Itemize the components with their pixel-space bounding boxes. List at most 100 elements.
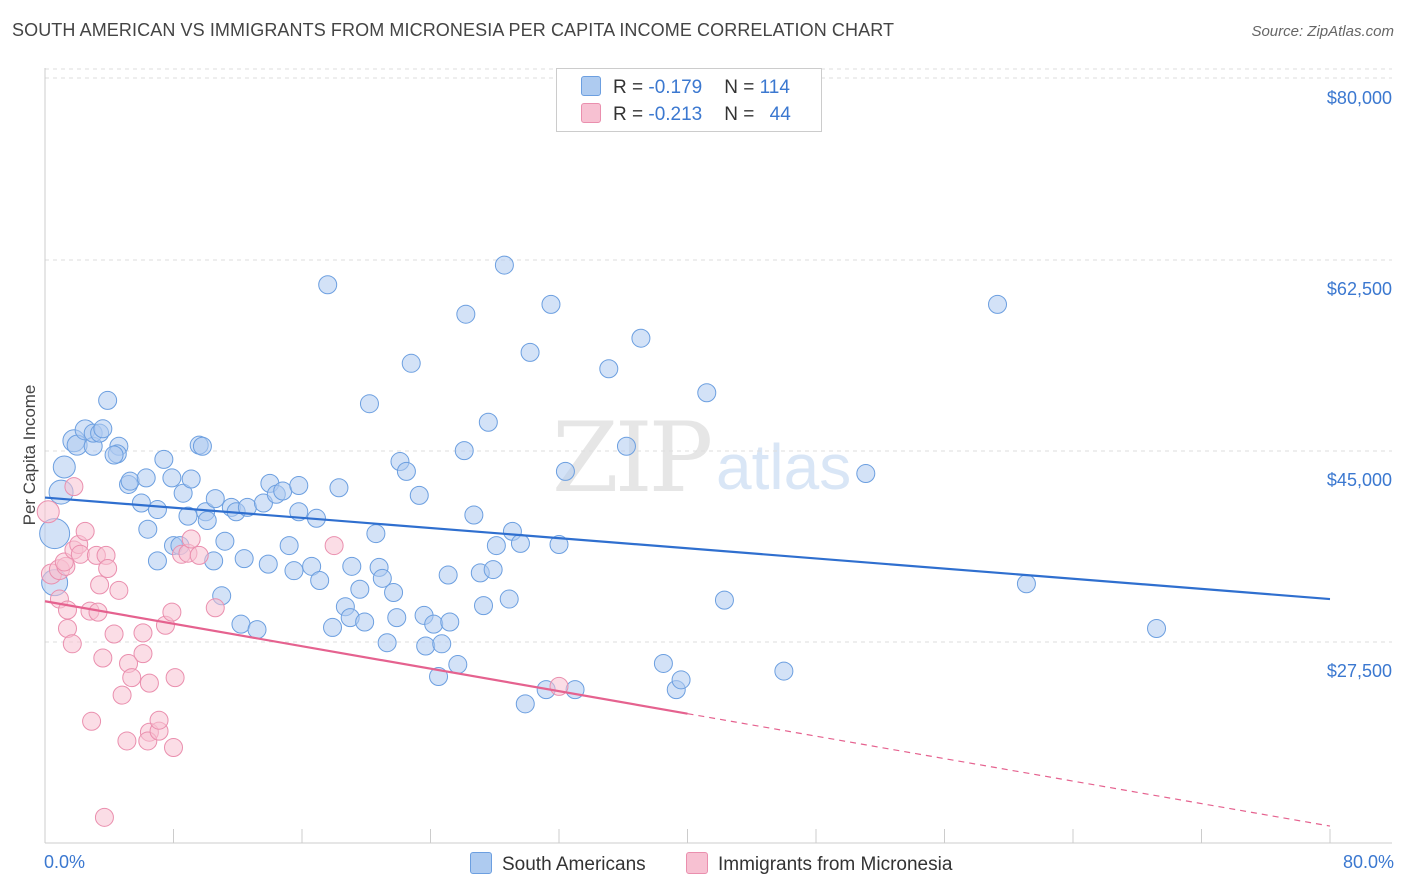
legend-n-value: 114 xyxy=(760,77,790,98)
south-american-point xyxy=(139,520,157,538)
south-american-point xyxy=(148,552,166,570)
south-american-point xyxy=(989,295,1007,313)
legend-n-label: N = xyxy=(724,77,759,98)
legend-label: Immigrants from Micronesia xyxy=(718,854,952,875)
legend-n-value: 44 xyxy=(770,104,791,125)
south-american-point xyxy=(521,343,539,361)
legend-n-label: N = xyxy=(724,104,759,125)
south-american-point xyxy=(516,695,534,713)
micronesia-point xyxy=(325,537,343,555)
south-american-point xyxy=(148,501,166,519)
south-american-point xyxy=(94,420,112,438)
south-american-point xyxy=(479,413,497,431)
south-american-point xyxy=(198,511,216,529)
micronesia-point xyxy=(94,649,112,667)
legend-r-value: -0.213 xyxy=(648,104,702,125)
south-american-point xyxy=(441,613,459,631)
south-american-point xyxy=(511,534,529,552)
micronesia-point xyxy=(113,686,131,704)
south-american-point xyxy=(285,562,303,580)
micronesia-point xyxy=(134,645,152,663)
legend-item-micronesia[interactable]: Immigrants from Micronesia xyxy=(686,852,952,876)
micronesia-point xyxy=(63,635,81,653)
south-american-point xyxy=(402,354,420,372)
south-american-point xyxy=(132,494,150,512)
south-american-point xyxy=(163,469,181,487)
south-american-point xyxy=(40,519,70,549)
south-american-point xyxy=(397,462,415,480)
legend-item-south-americans[interactable]: South Americans xyxy=(470,852,646,876)
south-american-point xyxy=(232,615,250,633)
south-american-point xyxy=(600,360,618,378)
micronesia-point xyxy=(150,711,168,729)
south-american-point xyxy=(378,634,396,652)
micronesia-point xyxy=(99,559,117,577)
south-american-point xyxy=(500,590,518,608)
south-american-point xyxy=(330,479,348,497)
south-american-point xyxy=(654,654,672,672)
micronesia-point xyxy=(134,624,152,642)
south-american-point xyxy=(360,395,378,413)
south-american-point xyxy=(193,437,211,455)
south-american-point xyxy=(324,618,342,636)
south-american-point xyxy=(495,256,513,274)
south-american-point xyxy=(484,561,502,579)
micronesia-point xyxy=(110,581,128,599)
south-american-point xyxy=(715,591,733,609)
blue-swatch-icon xyxy=(470,852,492,874)
micronesia-point xyxy=(76,522,94,540)
south-american-point xyxy=(632,329,650,347)
south-american-point xyxy=(1148,620,1166,638)
south-american-point xyxy=(617,437,635,455)
y-tick-label: $80,000 xyxy=(1327,88,1392,108)
south-american-point xyxy=(385,584,403,602)
micronesia-point xyxy=(206,599,224,617)
south-american-point xyxy=(121,472,139,490)
south-american-point xyxy=(1017,575,1035,593)
legend-r-label: R = xyxy=(613,77,648,98)
south-american-point xyxy=(410,486,428,504)
south-american-point xyxy=(206,490,224,508)
scatter-plot: $27,500 $45,000 $62,500 $80,000 xyxy=(0,0,1406,892)
y-tick-label: $62,500 xyxy=(1327,279,1392,299)
south-american-point xyxy=(449,656,467,674)
south-american-point xyxy=(433,635,451,653)
south-american-point xyxy=(280,537,298,555)
micronesia-point xyxy=(37,501,59,523)
south-american-point xyxy=(290,477,308,495)
blue-swatch-icon xyxy=(581,76,601,96)
micronesia-point xyxy=(163,603,181,621)
micronesia-point xyxy=(65,478,83,496)
south-american-point xyxy=(182,470,200,488)
south-american-point xyxy=(216,532,234,550)
micronesia-point xyxy=(118,732,136,750)
pink-swatch-icon xyxy=(686,852,708,874)
micronesia-point xyxy=(83,712,101,730)
micronesia-point xyxy=(123,669,141,687)
south-american-point xyxy=(417,637,435,655)
south-american-point xyxy=(775,662,793,680)
y-tick-label: $27,500 xyxy=(1327,661,1392,681)
correlation-legend: R = -0.179 N = 114 R = -0.213 N = 44 xyxy=(556,68,822,132)
south-american-point xyxy=(259,555,277,573)
y-axis-label: Per Capita Income xyxy=(20,385,40,526)
south-american-point xyxy=(487,537,505,555)
south-american-point xyxy=(542,295,560,313)
micronesia-point xyxy=(105,625,123,643)
y-tick-label: $45,000 xyxy=(1327,470,1392,490)
legend-label: South Americans xyxy=(502,854,646,875)
south-american-point xyxy=(311,572,329,590)
south-american-point xyxy=(439,566,457,584)
legend-row-south-americans: R = -0.179 N = 114 xyxy=(581,76,790,100)
south-american-point xyxy=(235,550,253,568)
south-american-point xyxy=(351,580,369,598)
south-american-point xyxy=(99,391,117,409)
series-legend: South Americans Immigrants from Micrones… xyxy=(0,852,1406,878)
legend-r-label: R = xyxy=(613,104,648,125)
south-american-point xyxy=(248,621,266,639)
micronesia-point xyxy=(166,669,184,687)
south-american-point xyxy=(105,446,123,464)
south-american-point xyxy=(425,615,443,633)
south-american-trendline xyxy=(45,498,1330,600)
legend-r-value: -0.179 xyxy=(648,77,702,98)
